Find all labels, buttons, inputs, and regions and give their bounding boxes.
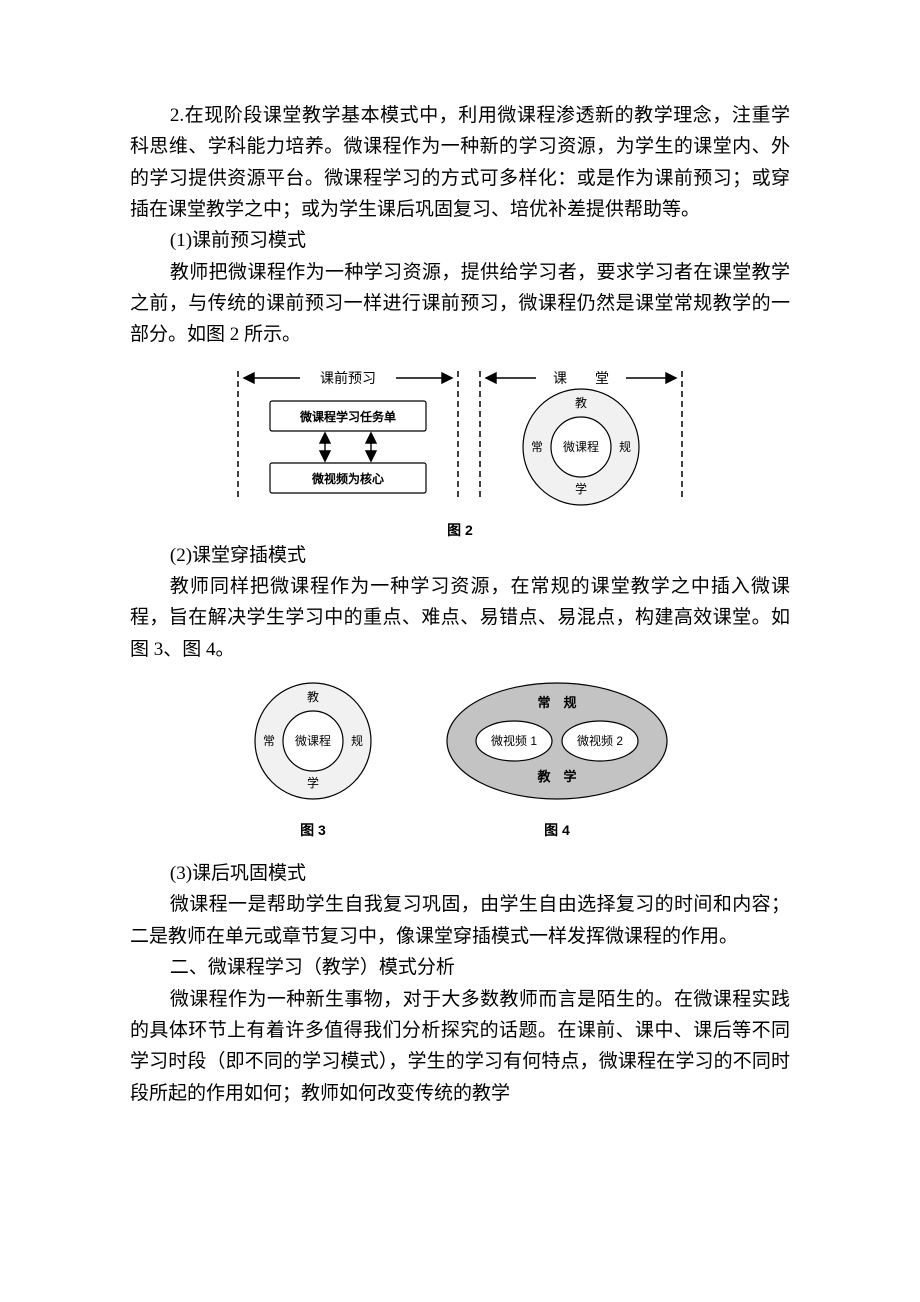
fig2-around-right: 规 [619, 439, 631, 454]
fig3-bottom: 学 [307, 775, 319, 790]
fig3-center: 微课程 [295, 733, 331, 748]
fig4-top: 常 规 [537, 695, 576, 710]
fig2-around-left: 常 [531, 440, 543, 454]
paragraph-intro: 2.在现阶段课堂教学基本模式中，利用微课程渗透新的教学理念，注重学科思维、学科能… [130, 100, 790, 225]
fig2-around-bottom: 学 [575, 481, 587, 496]
fig3-top: 教 [307, 689, 319, 704]
figure-3-caption: 图 3 [238, 820, 388, 840]
heading-mode-3: (3)课后巩固模式 [130, 858, 790, 889]
fig2-center: 微课程 [563, 439, 599, 454]
paragraph-mode-1: 教师把微课程作为一种学习资源，提供给学习者，要求学习者在课堂教学之前，与传统的课… [130, 257, 790, 351]
fig3-left: 常 [263, 734, 275, 748]
page: 2.在现阶段课堂教学基本模式中，利用微课程渗透新的教学理念，注重学科思维、学科能… [0, 0, 920, 1169]
paragraph-section-2: 微课程作为一种新生事物，对于大多数教师而言是陌生的。在微课程实践的具体环节上有着… [130, 984, 790, 1109]
paragraph-mode-2: 教师同样把微课程作为一种学习资源，在常规的课堂教学之中插入微课程，旨在解决学生学… [130, 571, 790, 665]
figure-3-svg: 微课程 教 常 规 学 [238, 671, 388, 811]
fig4-node2: 微视频 2 [577, 733, 623, 748]
heading-section-2: 二、微课程学习（教学）模式分析 [130, 952, 790, 983]
figure-4-svg: 常 规 教 学 微视频 1 微视频 2 [432, 671, 682, 811]
heading-mode-1: (1)课前预习模式 [130, 225, 790, 256]
fig2-around-top: 教 [575, 395, 587, 410]
figure-3-4-row: 微课程 教 常 规 学 图 3 常 规 教 学 微视频 1 微视频 2 图 4 [130, 671, 790, 840]
paragraph-mode-3: 微课程一是帮助学生自我复习巩固，由学生自由选择复习的时间和内容；二是教师在单元或… [130, 889, 790, 952]
heading-mode-2: (2)课堂穿插模式 [130, 540, 790, 571]
fig2-box2: 微视频为核心 [311, 471, 384, 486]
fig2-left-header: 课前预习 [320, 370, 376, 386]
fig4-bottom: 教 学 [536, 769, 576, 784]
figure-4-caption: 图 4 [432, 820, 682, 840]
figure-2: | --> 课前预习 课 堂 微课程学习任务单 微视频为核心 [130, 351, 790, 540]
fig2-box1: 微课程学习任务单 [299, 409, 396, 424]
figure-2-caption: 图 2 [130, 520, 790, 540]
fig4-node1: 微视频 1 [491, 733, 537, 748]
fig2-right-header: 课 堂 [553, 370, 609, 386]
fig3-right: 规 [351, 733, 363, 748]
figure-2-svg: | --> 课前预习 课 堂 微课程学习任务单 微视频为核心 [230, 351, 690, 511]
